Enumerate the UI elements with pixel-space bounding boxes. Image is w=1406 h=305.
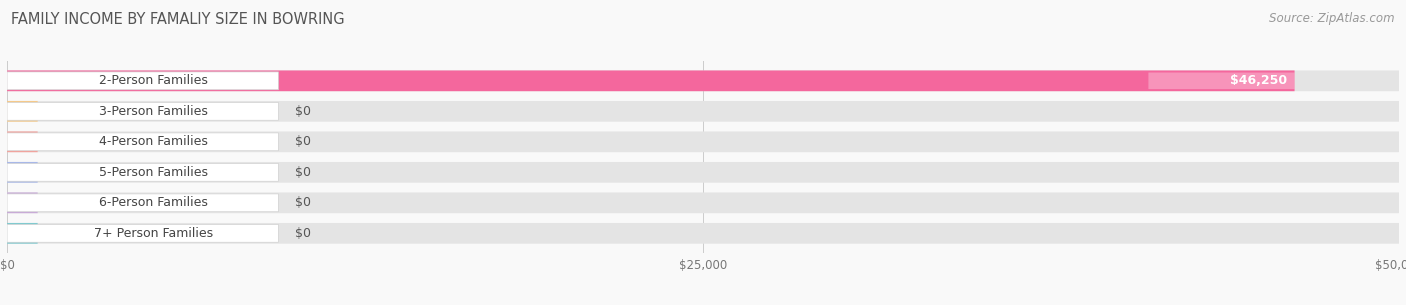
Text: 4-Person Families: 4-Person Families <box>100 135 208 148</box>
Text: 3-Person Families: 3-Person Families <box>100 105 208 118</box>
FancyBboxPatch shape <box>7 162 1399 183</box>
FancyBboxPatch shape <box>7 101 1399 122</box>
FancyBboxPatch shape <box>7 102 278 120</box>
FancyBboxPatch shape <box>7 133 278 151</box>
FancyBboxPatch shape <box>7 131 38 152</box>
FancyBboxPatch shape <box>7 72 278 90</box>
Text: Source: ZipAtlas.com: Source: ZipAtlas.com <box>1270 12 1395 25</box>
FancyBboxPatch shape <box>7 194 278 212</box>
FancyBboxPatch shape <box>7 70 1399 91</box>
FancyBboxPatch shape <box>7 192 38 213</box>
Text: $0: $0 <box>295 227 311 240</box>
Text: $0: $0 <box>295 166 311 179</box>
FancyBboxPatch shape <box>7 223 38 244</box>
Text: $0: $0 <box>295 105 311 118</box>
FancyBboxPatch shape <box>7 101 38 122</box>
FancyBboxPatch shape <box>7 223 1399 244</box>
FancyBboxPatch shape <box>7 162 38 183</box>
Text: 7+ Person Families: 7+ Person Families <box>94 227 214 240</box>
Text: 6-Person Families: 6-Person Families <box>100 196 208 209</box>
Text: 5-Person Families: 5-Person Families <box>98 166 208 179</box>
Text: $0: $0 <box>295 196 311 209</box>
FancyBboxPatch shape <box>7 131 1399 152</box>
Text: $46,250: $46,250 <box>1230 74 1288 87</box>
FancyBboxPatch shape <box>7 192 1399 213</box>
FancyBboxPatch shape <box>7 70 1295 91</box>
FancyBboxPatch shape <box>7 224 278 242</box>
Text: $0: $0 <box>295 135 311 148</box>
FancyBboxPatch shape <box>1149 73 1295 89</box>
Text: FAMILY INCOME BY FAMALIY SIZE IN BOWRING: FAMILY INCOME BY FAMALIY SIZE IN BOWRING <box>11 12 344 27</box>
FancyBboxPatch shape <box>7 163 278 181</box>
Text: 2-Person Families: 2-Person Families <box>100 74 208 87</box>
